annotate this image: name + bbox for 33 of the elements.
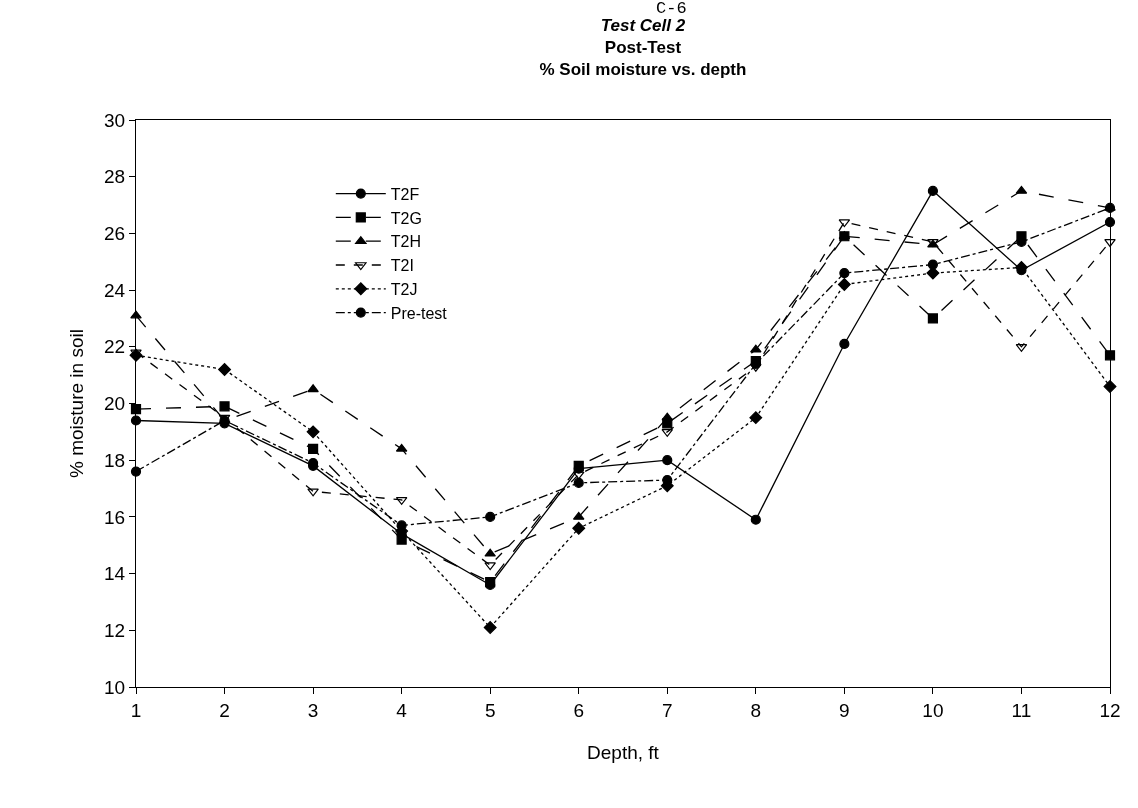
x-tick-label: 8 [750,699,762,721]
x-tick-label: 4 [396,699,408,721]
y-axis-title: % moisture in soil [65,329,87,478]
x-tick-label: 11 [1011,699,1032,721]
x-tick-label: 7 [661,699,673,721]
legend-label: T2G [390,209,422,227]
x-tick-label: 9 [839,699,850,721]
legend-label: T2I [390,257,414,275]
x-tick-label: 12 [1099,699,1121,721]
legend-label: T2H [390,233,422,251]
x-tick-label: 2 [219,699,230,721]
y-tick-label: 20 [104,393,126,415]
y-tick-label: 30 [104,109,126,131]
x-tick-label: 6 [573,699,585,721]
y-tick-label: 18 [104,449,126,471]
y-tick-label: 12 [104,619,126,641]
legend-label: T2F [390,185,420,203]
x-tick-label: 5 [484,699,496,721]
x-tick-label: 10 [922,699,944,721]
x-tick-label: 3 [307,699,319,721]
x-tick-label: 1 [130,699,142,721]
chart-title: Test Cell 2 Post-Test % Soil moisture vs. depth [539,15,747,79]
legend-label: T2J [390,281,418,299]
x-axis-title: Depth, ft [587,741,660,763]
y-tick-label: 28 [104,166,126,188]
legend-label: Pre-test [390,304,448,322]
y-tick-label: 24 [104,279,126,301]
y-tick-label: 14 [104,563,126,585]
y-tick-label: 10 [104,676,126,698]
text: C-6 [656,0,687,18]
y-tick-label: 26 [104,223,126,245]
y-tick-label: 16 [104,506,126,528]
y-tick-label: 22 [104,336,126,358]
